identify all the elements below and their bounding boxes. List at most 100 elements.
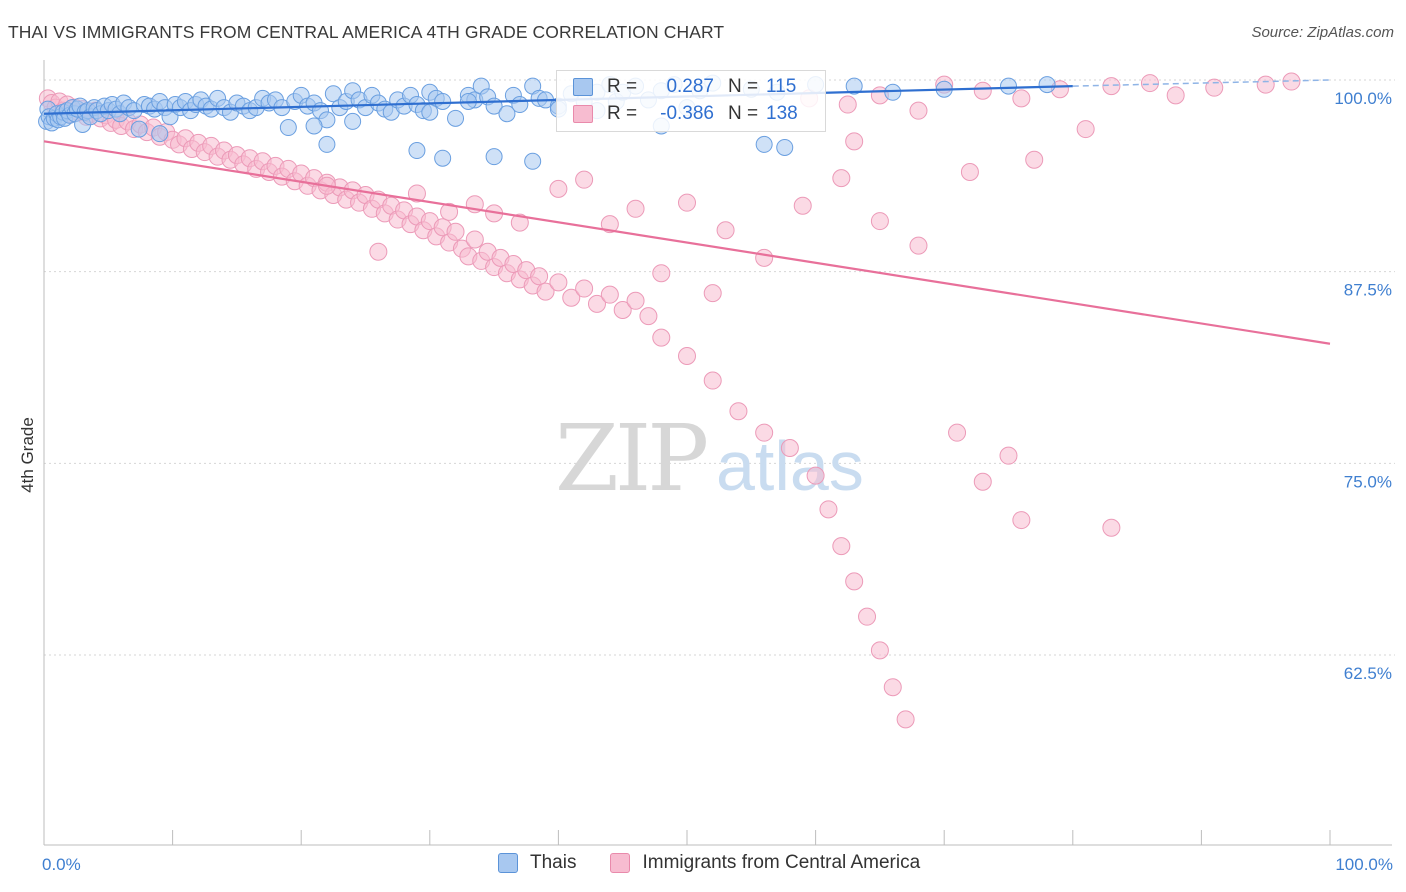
data-point-immigrants [1102,77,1121,96]
y-tick-label: 87.5% [1344,281,1392,300]
data-point-immigrants [870,641,889,660]
axis-labels: 100.0% 87.5% 75.0% 62.5% 0.0% 100.0% 4th Grade [18,89,1393,874]
data-point-immigrants [1166,86,1185,105]
data-point-immigrants [858,607,877,626]
legend-swatch-thais [498,853,518,873]
data-point-immigrants [1256,75,1275,94]
data-point-thais [421,103,439,121]
data-point-immigrants [973,81,992,100]
data-point-immigrants [832,169,851,188]
watermark: ZIP atlas [555,405,864,512]
data-point-immigrants [465,230,484,249]
data-point-immigrants [530,267,549,286]
data-point-thais [344,112,362,130]
data-point-immigrants [883,678,902,697]
data-point-immigrants [1012,89,1031,108]
watermark-atlas: atlas [716,427,864,505]
data-point-thais [130,120,148,138]
data-point-immigrants [562,288,581,307]
data-point-immigrants [652,264,671,283]
data-point-immigrants [626,199,645,218]
data-point-immigrants [613,301,632,319]
data-point-thais [151,125,169,143]
data-point-thais [845,77,863,95]
legend-row-immigrants: R = -0.386 N = 138 [573,101,826,127]
series-immigrants-points [38,72,1301,729]
legend-label-immigrants: Immigrants from Central America [642,852,921,873]
data-point-immigrants [845,132,864,151]
data-point-thais [776,138,794,156]
legend-item-thais[interactable]: Thais [498,852,576,874]
legend-n-value-immigrants: 138 [766,103,798,124]
data-point-immigrants [948,423,967,442]
data-point-immigrants [446,222,465,241]
data-point-immigrants [909,236,928,255]
legend-n-label: N = [728,103,759,124]
data-point-immigrants [600,215,619,234]
legend-row-thais: R = 0.287 N = 115 [573,74,826,100]
data-point-immigrants [729,402,748,421]
legend-r-label: R = [607,76,638,97]
data-point-immigrants [575,279,594,298]
data-point-immigrants [510,213,529,232]
trend-line-immigrants [43,140,1331,345]
data-point-immigrants [1102,518,1121,537]
data-point-immigrants [678,193,696,212]
data-point-immigrants [440,202,459,221]
data-point-thais [434,92,452,110]
data-point-immigrants [575,170,594,189]
legend-swatch-immigrants [610,853,631,873]
watermark-zip: ZIP [555,405,706,512]
legend-swatch-thais [573,78,593,96]
data-point-immigrants [639,307,658,326]
chart-title: THAI VS IMMIGRANTS FROM CENTRAL AMERICA … [8,22,725,42]
data-point-immigrants [755,248,774,267]
legend-r-value-immigrants: -0.386 [660,103,714,124]
trend-line-thais-extension [1072,79,1331,87]
y-tick-label: 100.0% [1334,89,1392,108]
legend-r-value-thais: 0.287 [666,76,714,97]
data-point-immigrants [845,572,864,591]
data-point-immigrants [678,347,696,365]
data-point-thais [434,149,452,167]
data-point-immigrants [652,328,671,347]
y-axis-label: 4th Grade [18,417,37,493]
data-point-immigrants [549,179,568,198]
data-point-thais [279,119,297,137]
data-point-immigrants [909,101,928,120]
data-point-immigrants [703,284,722,303]
legend-n-label: N = [728,76,759,97]
data-point-immigrants [587,294,606,313]
data-point-immigrants [716,221,735,240]
data-point-thais [318,135,336,153]
data-point-immigrants [780,439,799,457]
data-point-immigrants [819,500,838,519]
data-point-immigrants [832,537,851,556]
data-point-immigrants [407,184,426,203]
data-point-thais [447,109,465,127]
data-point-immigrants [1076,120,1095,139]
data-point-thais [485,148,503,166]
data-point-immigrants [549,273,568,292]
data-point-immigrants [960,163,979,181]
data-point-thais [498,105,516,123]
data-point-thais [511,96,529,114]
legend-item-immigrants[interactable]: Immigrants from Central America [610,852,920,874]
data-point-immigrants [1205,78,1224,97]
axes [43,60,1392,846]
legend-swatch-immigrants [573,105,593,123]
data-point-immigrants [838,95,857,114]
y-tick-label: 62.5% [1344,664,1392,683]
y-tick-label: 75.0% [1344,472,1392,491]
data-point-immigrants [870,212,889,231]
data-point-thais [1000,77,1017,95]
data-point-immigrants [536,282,555,301]
data-point-immigrants [755,423,774,442]
legend-n-value-thais: 115 [766,76,797,97]
data-point-thais [1038,76,1056,94]
data-point-immigrants [1012,511,1031,530]
legend-r-label: R = [607,103,638,124]
data-point-thais [524,152,542,170]
data-point-thais [305,117,323,135]
